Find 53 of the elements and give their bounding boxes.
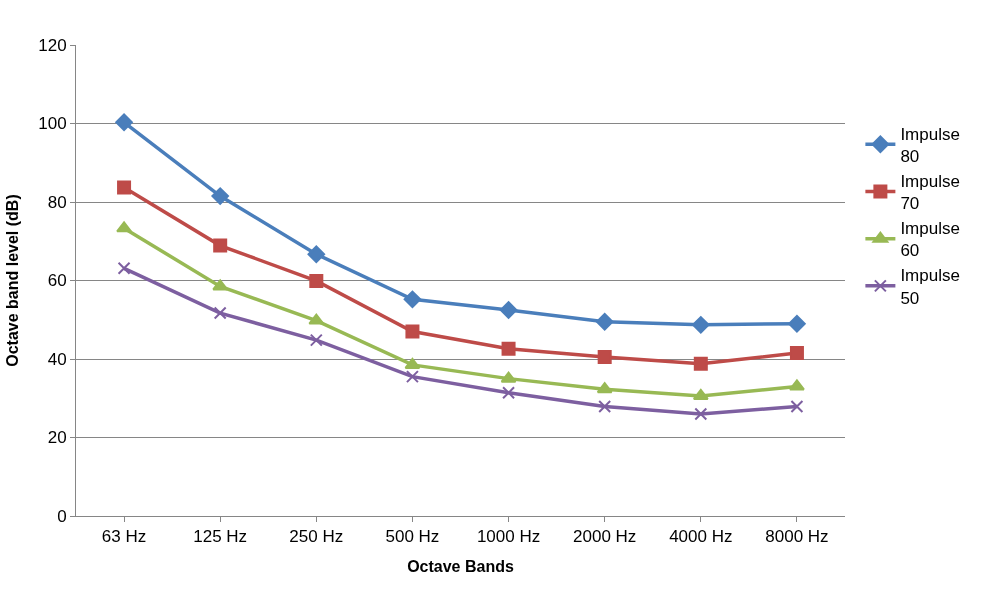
- legend-label: Impulse 50: [900, 266, 960, 308]
- point: [309, 333, 323, 347]
- point: [405, 370, 419, 384]
- point: [405, 324, 420, 339]
- y-axis-title: Octave band level (dB): [4, 194, 22, 367]
- y-tick-label: 60: [47, 271, 67, 291]
- legend-label: Impulse 80: [900, 124, 960, 166]
- legend-label: Impulse 70: [900, 172, 960, 214]
- point: [404, 357, 421, 369]
- point: [694, 407, 708, 421]
- x-tick-label: 2000 Hz: [573, 527, 637, 547]
- point: [598, 399, 612, 413]
- point: [115, 113, 133, 132]
- point: [499, 301, 518, 319]
- point: [692, 388, 709, 400]
- point: [403, 290, 422, 309]
- point: [308, 313, 325, 325]
- point: [212, 279, 229, 291]
- x-axis-title: Octave Bands: [407, 558, 514, 576]
- y-tick-label: 80: [47, 192, 67, 212]
- point: [307, 245, 326, 263]
- x-tick-label: 500 Hz: [385, 527, 440, 547]
- point: [501, 341, 516, 356]
- x-tick-label: 8000 Hz: [765, 527, 829, 547]
- point: [502, 386, 516, 400]
- point: [117, 180, 132, 195]
- y-tick-label: 100: [38, 114, 67, 134]
- y-tick-label: 0: [57, 506, 67, 526]
- point: [789, 346, 804, 361]
- point: [597, 350, 612, 365]
- y-tick-label: 20: [47, 428, 67, 448]
- point: [788, 314, 806, 333]
- x-tick-label: 4000 Hz: [669, 527, 733, 547]
- point: [211, 187, 229, 205]
- legend-label: Impulse 60: [900, 219, 960, 261]
- point: [693, 356, 708, 371]
- point: [213, 238, 228, 253]
- y-tick-label: 40: [47, 349, 67, 369]
- point: [790, 399, 804, 413]
- point: [596, 382, 613, 394]
- point: [789, 379, 805, 391]
- y-tick-label: 120: [38, 35, 67, 55]
- point: [117, 261, 131, 275]
- x-tick-label: 125 Hz: [193, 527, 248, 547]
- point: [500, 371, 517, 383]
- x-tick-label: 250 Hz: [289, 527, 344, 547]
- x-tick-label: 63 Hz: [101, 527, 147, 547]
- point: [213, 306, 227, 320]
- point: [309, 273, 324, 288]
- x-tick-label: 1000 Hz: [476, 527, 541, 547]
- point: [116, 221, 132, 233]
- point: [595, 312, 614, 331]
- point: [692, 316, 710, 334]
